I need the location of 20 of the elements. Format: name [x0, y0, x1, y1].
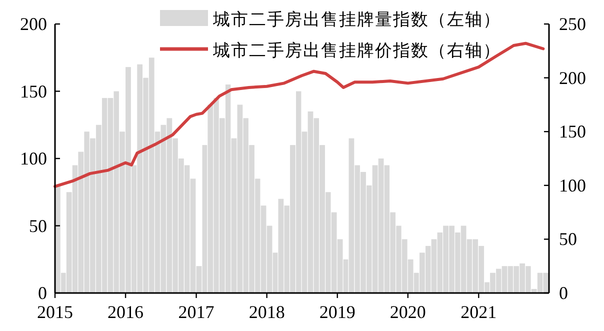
x-tick-label: 2021	[460, 302, 497, 322]
x-tick-label: 2018	[248, 302, 285, 322]
y-tick-label: 200	[20, 14, 47, 34]
y-tick-label: 100	[20, 148, 47, 168]
legend-label: 城市二手房出售挂牌量指数（左轴）	[212, 10, 501, 30]
y2-tick-label: 0	[559, 283, 568, 303]
x-tick-label: 2015	[37, 302, 73, 322]
legend-label: 城市二手房出售挂牌价指数（右轴）	[212, 41, 501, 61]
x-tick-label: 2016	[108, 302, 144, 322]
y-tick-label: 0	[38, 283, 47, 303]
y2-tick-label: 150	[559, 122, 586, 142]
y2-tick-label: 250	[559, 14, 586, 34]
y-tick-label: 50	[29, 216, 47, 236]
y-tick-label: 150	[20, 81, 47, 102]
x-tick-label: 2019	[319, 302, 356, 322]
x-tick-label: 2020	[390, 302, 426, 322]
x-tick-label: 2017	[178, 302, 214, 322]
y2-tick-label: 100	[559, 175, 586, 196]
y2-tick-label: 200	[559, 68, 586, 88]
y2-tick-label: 50	[559, 229, 577, 250]
